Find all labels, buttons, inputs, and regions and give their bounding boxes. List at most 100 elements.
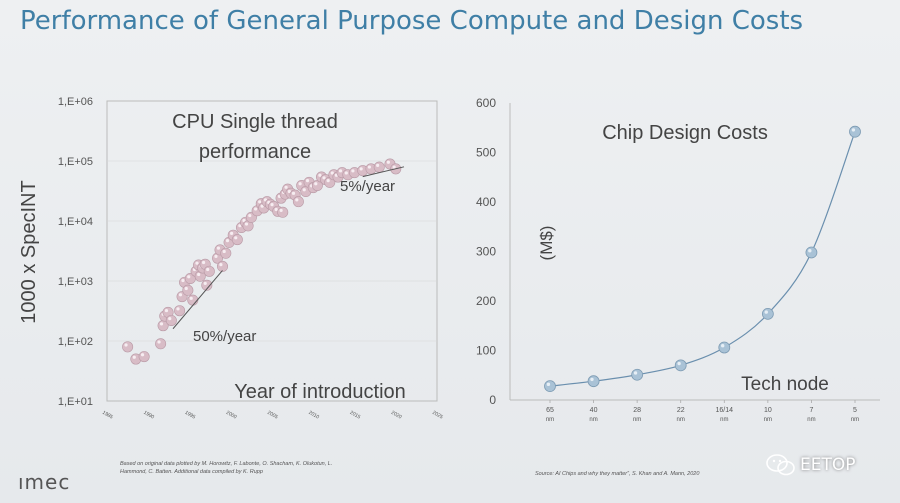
cpu-chart-y-ticks: 1,E+01 1,E+02 1,E+03 1,E+04 1,E+05 1,E+06 xyxy=(58,96,93,408)
cost-data-point xyxy=(544,380,556,393)
cost-x-tick-label: 7 xyxy=(809,407,813,414)
cost-chart-x-ticks: 65 nm 40 nm 28 nm 22 nm 16/14 nm 10 nm 7 nm 5 nm xyxy=(546,400,859,423)
cpu-data-point-highlight xyxy=(318,173,322,177)
cpu-data-point-highlight xyxy=(197,272,201,277)
cpu-data-point-highlight xyxy=(314,182,318,186)
cpu-x-tick-label: 1985 xyxy=(101,410,114,421)
cpu-data-point-highlight xyxy=(367,165,371,169)
cpu-y-tick-label: 1,E+04 xyxy=(58,216,93,228)
cpu-data-point-highlight xyxy=(253,207,258,211)
cpu-data-point-highlight xyxy=(295,198,299,202)
cost-x-tick-label: 40 xyxy=(590,407,598,414)
cost-chart-title: Chip Design Costs xyxy=(602,122,768,144)
cpu-y-tick-label: 1,E+01 xyxy=(58,396,93,408)
cpu-data-point-highlight xyxy=(351,169,355,173)
cpu-data-point-highlight xyxy=(244,222,249,226)
cpu-data-point-highlight xyxy=(376,163,380,167)
cpu-data-point-highlight xyxy=(206,267,210,272)
wechat-icon xyxy=(766,454,795,476)
cpu-x-tick-label: 2020 xyxy=(390,410,403,421)
cpu-chart-title-line2: performance xyxy=(199,141,311,163)
cpu-x-tick-label: 2010 xyxy=(307,410,320,421)
cost-data-point xyxy=(805,246,818,259)
cpu-data-point-highlight xyxy=(195,261,199,265)
cpu-data-point xyxy=(292,196,304,208)
cpu-data-point-highlight xyxy=(178,293,183,297)
cpu-data-point-highlight xyxy=(302,188,306,192)
slide-title: Performance of General Purpose Compute a… xyxy=(20,6,804,36)
cpu-y-tick-label: 1,E+06 xyxy=(58,96,93,108)
cpu-data-point-highlight xyxy=(214,254,218,258)
cpu-data-point-highlight xyxy=(330,171,334,175)
cost-data-point xyxy=(718,341,731,354)
cost-data-point xyxy=(587,375,600,388)
cpu-chart-annotations: 50%/year 5%/year xyxy=(172,166,405,345)
cpu-data-point-highlight xyxy=(291,191,296,195)
cost-chart-y-axis-label: (M$) xyxy=(537,226,556,261)
cpu-chart-points xyxy=(122,158,402,365)
cost-data-point-highlight xyxy=(720,344,725,348)
cpu-chart-y-axis-label: 1000 x SpecINT xyxy=(18,180,40,323)
cost-y-tick-label: 200 xyxy=(476,294,496,308)
cpu-chart-x-ticks: 1985 1990 1995 2000 2005 2010 2015 2020 2025 xyxy=(101,410,444,421)
cost-x-tick-label: 28 xyxy=(633,407,641,414)
left-source-note: Based on original data plotted by M. Hor… xyxy=(120,461,333,475)
cpu-data-point-highlight xyxy=(344,171,348,175)
cost-x-tick-label: 5 xyxy=(853,407,857,414)
cpu-data-point-highlight xyxy=(287,189,291,194)
cost-data-point xyxy=(631,368,644,381)
cost-data-point xyxy=(674,359,687,372)
cpu-data-point-highlight xyxy=(230,231,234,235)
cost-chart-series-line xyxy=(549,131,856,387)
cpu-data-point-highlight xyxy=(132,355,136,359)
cost-data-point-highlight xyxy=(764,310,768,314)
cpu-data-point-highlight xyxy=(181,278,185,283)
cost-data-point-highlight xyxy=(546,382,551,387)
cpu-data-point xyxy=(174,305,186,317)
cost-y-tick-label: 0 xyxy=(489,393,496,407)
cost-x-tick-label: 65 xyxy=(546,407,554,414)
cpu-data-point xyxy=(220,247,232,259)
cpu-data-point xyxy=(231,234,243,246)
cpu-data-point xyxy=(203,265,215,277)
cpu-data-point-highlight xyxy=(203,281,207,286)
cpu-trend-line xyxy=(172,270,223,330)
cost-data-point-highlight xyxy=(590,377,594,382)
cpu-data-point-highlight xyxy=(124,343,128,347)
cost-x-tick-unit: nm xyxy=(677,417,685,423)
cost-data-point xyxy=(761,307,774,320)
cpu-data-point-highlight xyxy=(159,322,164,326)
cpu-data-point xyxy=(373,161,385,173)
cpu-data-point xyxy=(277,206,289,218)
cpu-data-point xyxy=(187,294,199,306)
cpu-data-point-highlight xyxy=(157,340,161,344)
cost-x-tick-unit: nm xyxy=(589,417,597,423)
cost-chart-y-ticks: 0 100 200 300 400 500 600 xyxy=(476,96,496,407)
cpu-data-point-highlight xyxy=(338,169,343,173)
cpu-data-point-highlight xyxy=(189,296,193,300)
cpu-data-point-highlight xyxy=(279,208,283,213)
cost-x-tick-label: 22 xyxy=(677,407,685,414)
cost-data-point-highlight xyxy=(808,248,812,253)
cpu-data-point-highlight xyxy=(176,307,180,311)
imec-logo: ımec xyxy=(18,470,71,494)
cost-x-tick-unit: nm xyxy=(807,417,815,423)
cost-x-tick-unit: nm xyxy=(633,417,641,423)
cpu-data-point-highlight xyxy=(386,160,390,164)
cpu-data-point-highlight xyxy=(298,182,302,186)
cost-y-tick-label: 300 xyxy=(476,245,496,259)
cpu-x-tick-label: 2000 xyxy=(225,410,238,421)
cpu-x-tick-label: 1990 xyxy=(142,410,155,421)
cost-chart-points xyxy=(544,125,861,393)
cpu-data-point xyxy=(122,341,134,353)
cpu-data-point-highlight xyxy=(234,236,238,240)
cost-data-point-highlight xyxy=(851,128,856,132)
cpu-trend-label: 50%/year xyxy=(193,328,256,345)
cpu-x-tick-label: 2015 xyxy=(349,410,362,421)
cpu-chart-title-line1: CPU Single thread xyxy=(172,111,338,133)
cost-x-tick-label: 16/14 xyxy=(716,407,734,414)
cpu-data-point-highlight xyxy=(322,176,326,180)
cpu-x-tick-label: 1995 xyxy=(184,410,197,421)
cpu-data-point xyxy=(138,351,150,363)
